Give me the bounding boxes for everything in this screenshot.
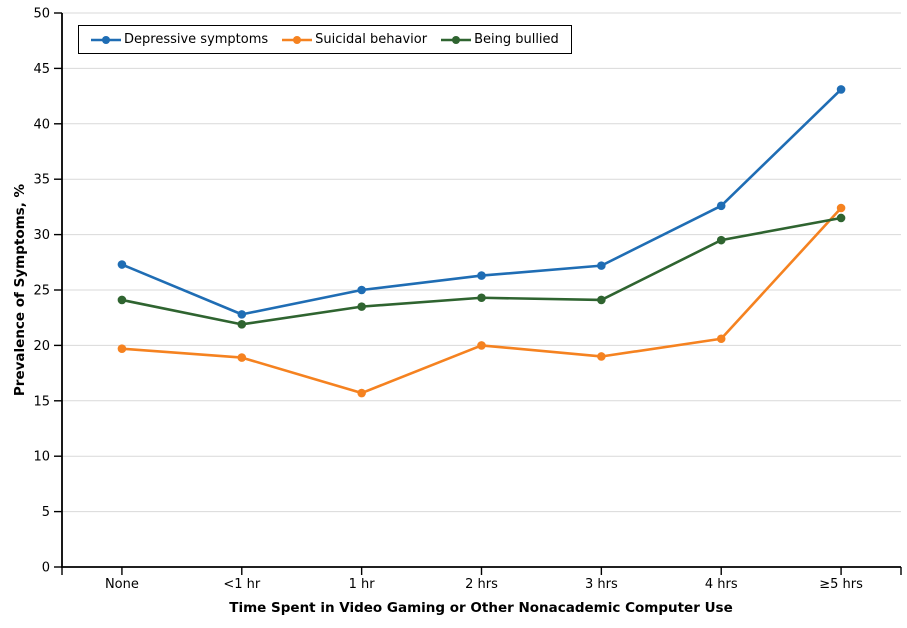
y-axis-tick-label: 40	[33, 117, 50, 132]
data-point-marker	[716, 201, 726, 211]
legend-label: Suicidal behavior	[315, 32, 428, 47]
legend-item: Depressive symptoms	[91, 32, 268, 47]
data-point-marker	[237, 320, 247, 329]
y-axis-tick-label: 10	[33, 450, 50, 465]
legend-label: Being bullied	[474, 32, 559, 47]
y-axis-tick-label: 35	[33, 173, 50, 188]
y-axis-tick-label: 5	[42, 505, 50, 520]
chart-legend: Depressive symptoms Suicidal behavior Bein…	[78, 25, 572, 54]
legend-item: Suicidal behavior	[282, 32, 427, 47]
y-axis-tick-label: 25	[33, 284, 50, 299]
series-line-depressive-symptoms	[120, 88, 843, 316]
legend-marker-icon	[441, 35, 472, 44]
data-point-marker	[357, 388, 366, 398]
y-axis-title: Prevalence of Symptoms, %	[12, 183, 28, 397]
data-point-marker	[117, 295, 127, 305]
x-axis-tick-label: None	[105, 577, 139, 592]
x-axis-tick-label: 2 hrs	[465, 577, 498, 592]
data-point-marker	[117, 344, 127, 354]
x-axis-tick-label: <1 hr	[223, 577, 261, 592]
legend-marker-icon	[282, 35, 313, 44]
data-point-marker	[237, 310, 247, 319]
x-axis-tick-label: ≥5 hrs	[819, 577, 863, 592]
data-point-marker	[477, 271, 486, 280]
data-point-marker	[117, 260, 127, 269]
y-axis-tick-label: 30	[33, 228, 50, 243]
legend-label: Depressive symptoms	[124, 32, 269, 47]
x-axis-tick-label: 3 hrs	[585, 577, 618, 592]
y-axis-tick-label: 15	[33, 394, 50, 409]
data-point-marker	[836, 203, 846, 213]
data-point-marker	[237, 353, 247, 362]
x-axis-title: Time Spent in Video Gaming or Other Nona…	[229, 600, 733, 616]
y-axis-tick-label: 45	[33, 62, 50, 77]
data-point-marker	[477, 341, 486, 350]
y-axis-tick-label: 20	[33, 339, 50, 354]
data-point-marker	[597, 295, 606, 305]
data-point-marker	[357, 302, 366, 311]
y-axis-tick-label: 0	[42, 561, 50, 576]
x-axis-tick-label: 4 hrs	[705, 577, 738, 592]
data-point-marker	[836, 213, 846, 223]
data-point-marker	[836, 85, 846, 94]
data-point-marker	[716, 235, 726, 245]
data-point-marker	[716, 334, 726, 344]
legend-item: Being bullied	[441, 32, 559, 47]
data-point-marker	[357, 285, 366, 295]
data-point-marker	[477, 293, 486, 303]
x-axis-tick-label: 1 hr	[349, 577, 376, 592]
data-point-marker	[597, 261, 606, 270]
legend-marker-icon	[91, 35, 121, 44]
y-axis-tick-label: 50	[33, 7, 50, 22]
data-point-marker	[597, 352, 606, 361]
